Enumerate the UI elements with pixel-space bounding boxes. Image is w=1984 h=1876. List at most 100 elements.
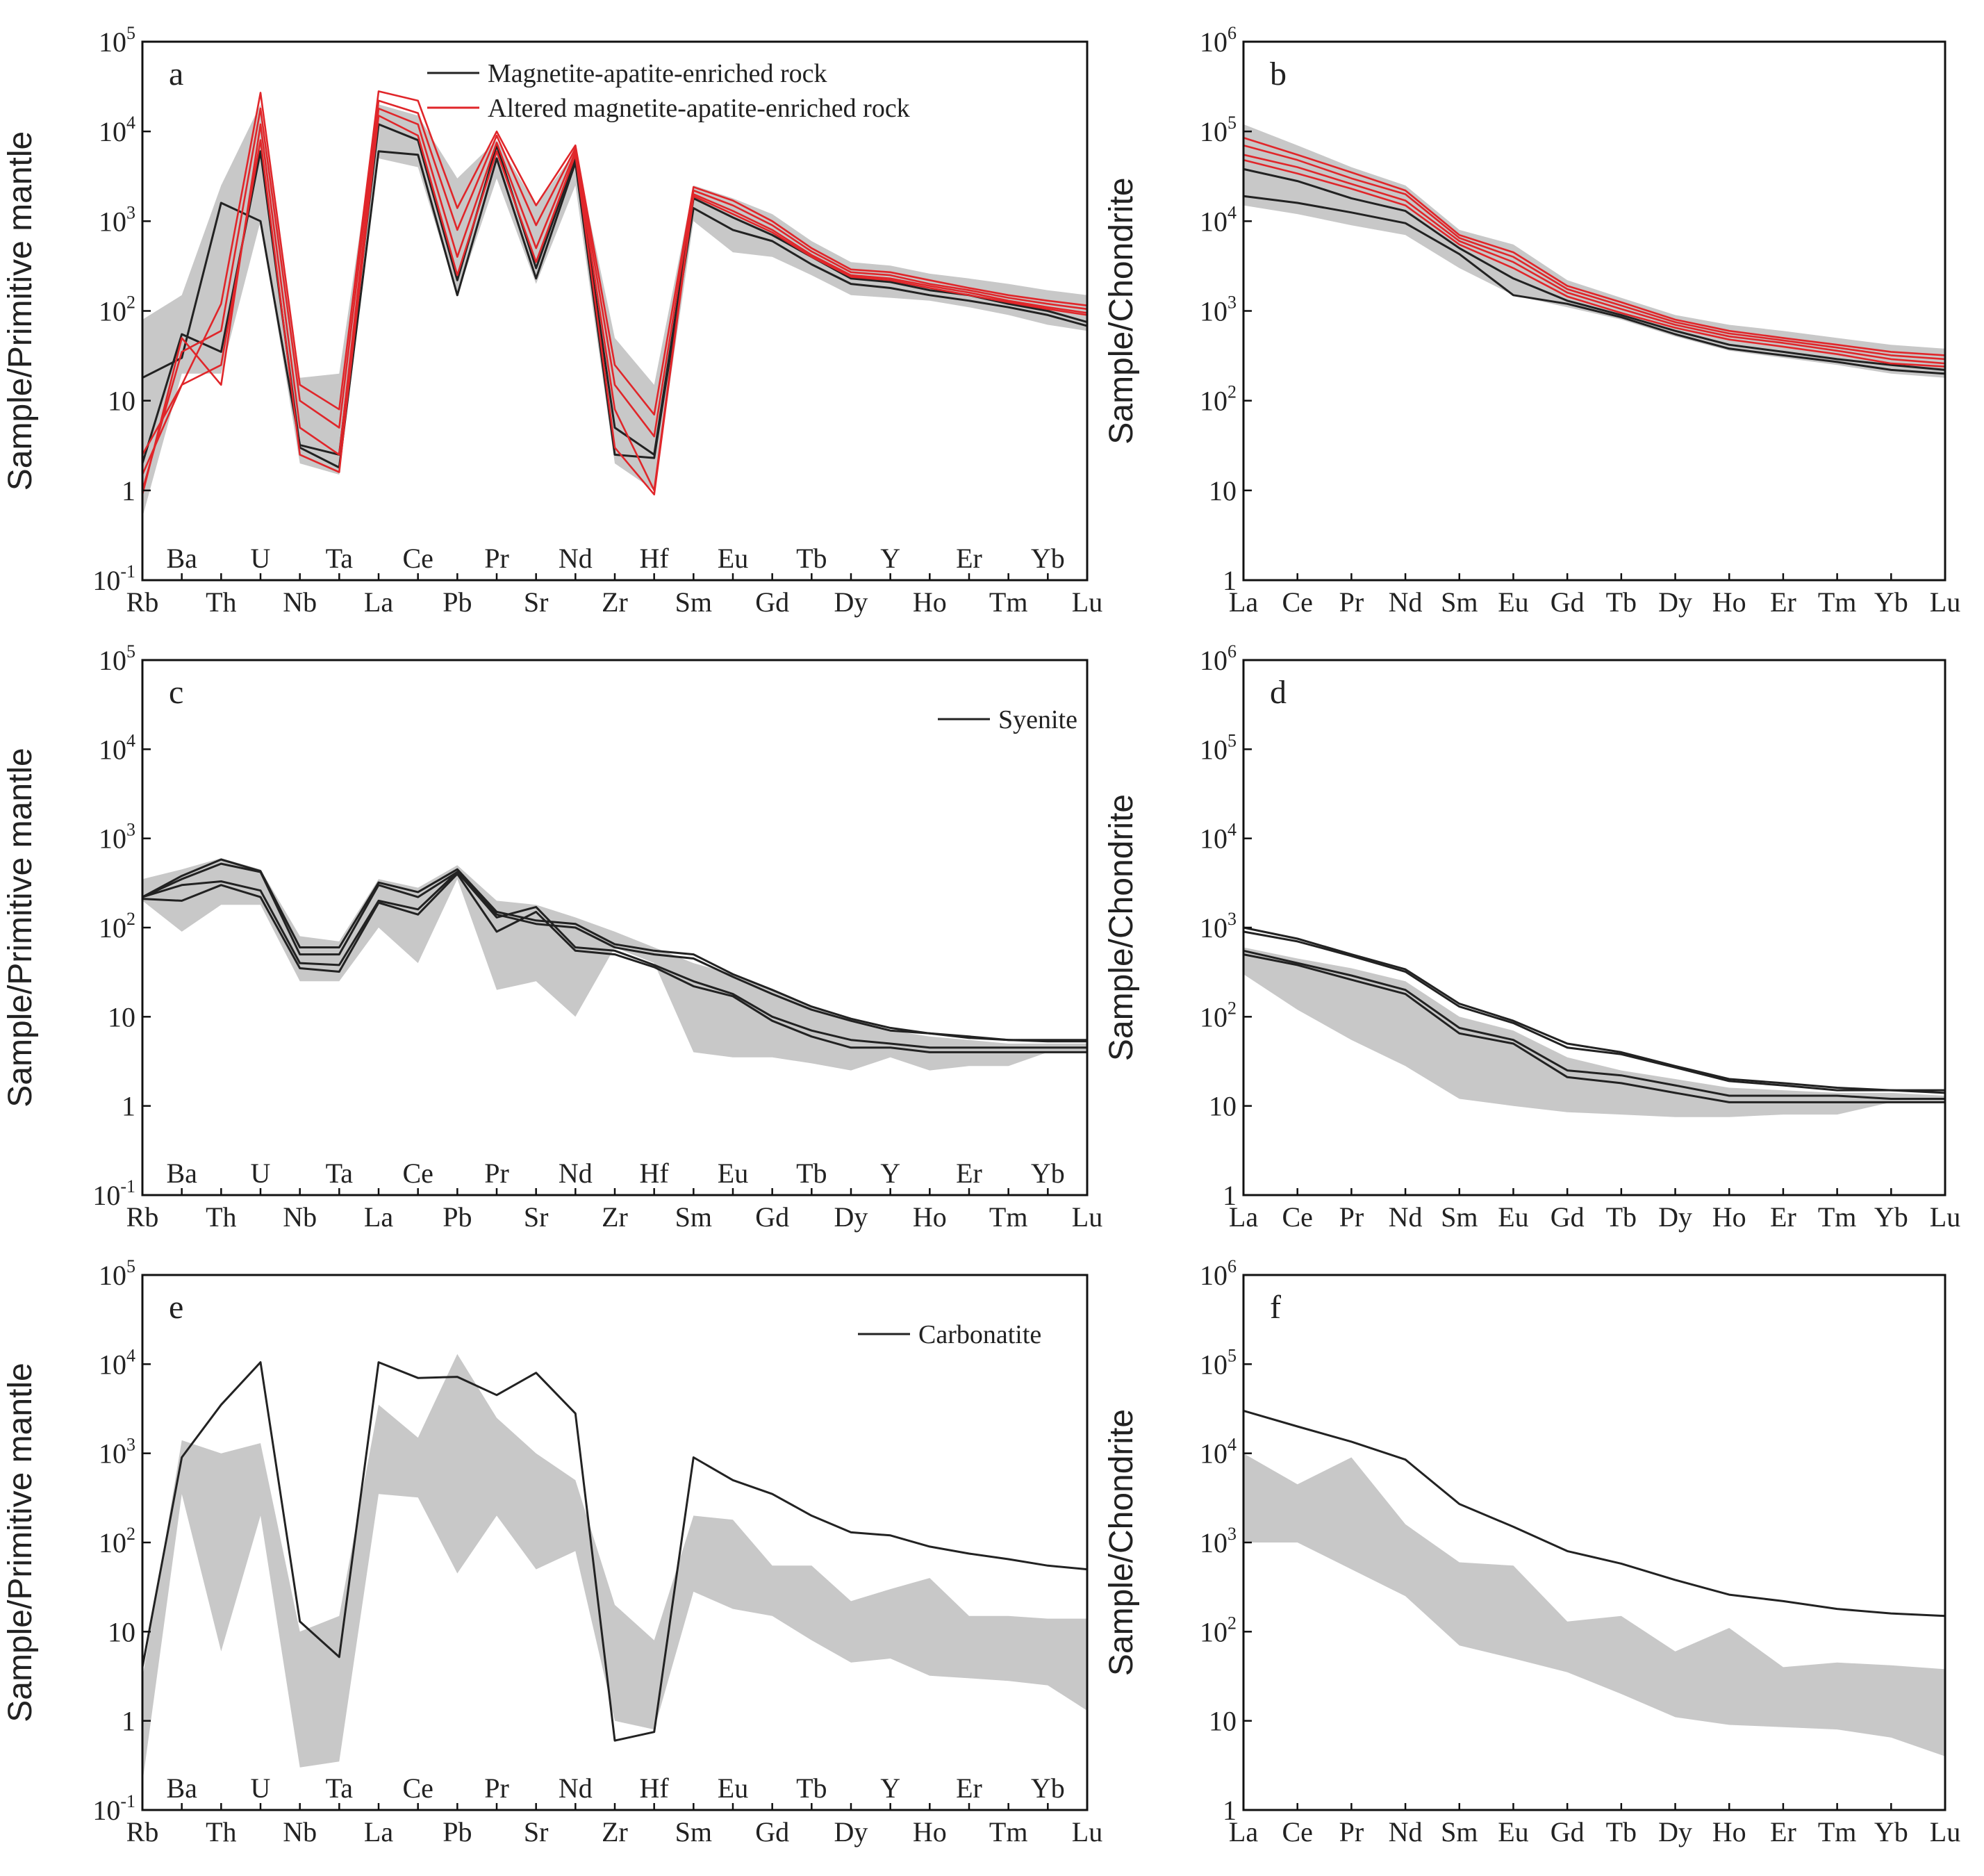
x-tick-label-f-7: Tb xyxy=(1606,1816,1637,1848)
y-tick-label-e-6: 105 xyxy=(99,1256,135,1291)
x-tick-label-b-0: La xyxy=(1229,586,1258,618)
x-tick-label-a-19: Y xyxy=(880,543,900,574)
panel-letter-f: f xyxy=(1270,1289,1281,1326)
x-tick-label-b-1: Ce xyxy=(1282,586,1312,618)
series-line-c-3 xyxy=(142,873,1087,1053)
x-tick-label-a-10: Sr xyxy=(524,586,549,618)
x-tick-label-b-11: Tm xyxy=(1818,586,1857,618)
envelope-field-d xyxy=(1243,947,1945,1117)
y-tick-label-c-2: 10 xyxy=(108,1001,135,1032)
y-tick-label-a-3: 102 xyxy=(99,293,135,327)
x-tick-label-c-20: Ho xyxy=(913,1201,947,1233)
x-tick-label-a-11: Nd xyxy=(559,543,593,574)
x-tick-label-e-9: Pr xyxy=(484,1772,509,1804)
y-tick-label-f-5: 105 xyxy=(1200,1345,1237,1380)
y-tick-label-d-1: 10 xyxy=(1209,1091,1237,1122)
y-tick-label-b-6: 106 xyxy=(1200,23,1237,58)
x-tick-label-a-13: Hf xyxy=(640,543,670,574)
x-tick-label-a-3: U xyxy=(251,543,271,574)
x-tick-label-f-4: Sm xyxy=(1441,1816,1478,1848)
x-tick-label-e-13: Hf xyxy=(640,1772,670,1804)
x-tick-label-a-23: Yb xyxy=(1031,543,1065,574)
y-tick-label-d-2: 102 xyxy=(1200,998,1237,1032)
x-tick-label-a-15: Eu xyxy=(718,543,748,574)
y-tick-label-e-1: 1 xyxy=(122,1706,135,1737)
panel-letter-c: c xyxy=(169,674,183,711)
y-axis-title-b: Sample/Chondrite xyxy=(1103,177,1140,444)
series-line-d-3 xyxy=(1243,953,1945,1103)
x-tick-label-a-14: Sm xyxy=(675,586,712,618)
x-tick-label-e-19: Y xyxy=(880,1772,900,1804)
series-line-b-3 xyxy=(1243,144,1946,361)
y-tick-label-e-3: 102 xyxy=(99,1524,135,1558)
series-line-b-2 xyxy=(1243,137,1946,356)
x-tick-label-c-5: Ta xyxy=(326,1158,354,1189)
series-line-c-2 xyxy=(142,871,1087,1049)
plot-frame-d xyxy=(1242,659,1946,1196)
x-tick-label-c-19: Y xyxy=(880,1158,900,1189)
x-tick-label-d-3: Nd xyxy=(1389,1201,1423,1233)
x-tick-label-e-15: Eu xyxy=(718,1772,748,1804)
x-tick-label-e-8: Pb xyxy=(443,1816,472,1848)
y-tick-label-d-4: 104 xyxy=(1200,820,1237,855)
x-tick-label-d-12: Yb xyxy=(1874,1201,1908,1233)
x-tick-label-c-11: Nd xyxy=(559,1158,593,1189)
series-line-b-1 xyxy=(1243,195,1946,375)
envelope-field-c xyxy=(142,858,1087,1071)
y-tick-label-f-3: 103 xyxy=(1200,1524,1237,1558)
x-tick-label-b-10: Er xyxy=(1770,586,1796,618)
x-tick-label-d-4: Sm xyxy=(1441,1201,1478,1233)
x-tick-label-a-8: Pb xyxy=(443,586,472,618)
x-tick-label-b-6: Gd xyxy=(1551,586,1585,618)
x-tick-label-c-4: Nb xyxy=(283,1201,317,1233)
x-tick-label-b-8: Dy xyxy=(1658,586,1692,618)
x-tick-label-e-3: U xyxy=(251,1772,271,1804)
x-tick-label-d-11: Tm xyxy=(1818,1201,1857,1233)
y-axis-title-c: Sample/Primitive mantle xyxy=(2,748,39,1108)
y-tick-label-c-5: 104 xyxy=(99,730,135,765)
x-tick-label-f-13: Lu xyxy=(1930,1816,1960,1848)
x-tick-label-a-24: Lu xyxy=(1072,586,1102,618)
series-line-a-2 xyxy=(141,90,1088,475)
y-tick-label-a-5: 104 xyxy=(99,113,135,147)
x-tick-label-a-21: Er xyxy=(956,543,982,574)
y-tick-label-e-4: 103 xyxy=(99,1435,135,1470)
x-tick-label-e-22: Tm xyxy=(989,1816,1028,1848)
x-tick-label-e-20: Ho xyxy=(913,1816,947,1848)
panel-letter-a: a xyxy=(169,56,183,92)
envelope-field-e xyxy=(142,1353,1087,1784)
x-tick-label-f-5: Eu xyxy=(1498,1816,1528,1848)
x-tick-label-a-6: La xyxy=(364,586,393,618)
x-tick-label-c-16: Gd xyxy=(755,1201,789,1233)
envelope-field-b xyxy=(1243,124,1945,378)
x-tick-label-d-13: Lu xyxy=(1930,1201,1960,1233)
x-tick-label-c-12: Zr xyxy=(602,1201,628,1233)
x-tick-label-d-1: Ce xyxy=(1282,1201,1312,1233)
x-tick-label-e-7: Ce xyxy=(402,1772,433,1804)
panel-d: 1 10 102 103 104 105 106 La Ce Pr Nd Sm Eu Gd Tb Dy Ho Er… xyxy=(1103,641,1960,1233)
x-tick-label-a-17: Tb xyxy=(796,543,827,574)
y-tick-label-f-4: 104 xyxy=(1200,1435,1237,1470)
x-tick-label-c-24: Lu xyxy=(1072,1201,1102,1233)
x-tick-label-e-11: Nd xyxy=(559,1772,593,1804)
x-tick-label-e-5: Ta xyxy=(326,1772,354,1804)
x-tick-label-f-11: Tm xyxy=(1818,1816,1857,1848)
x-tick-label-a-18: Dy xyxy=(834,586,868,618)
x-tick-label-c-3: U xyxy=(251,1158,271,1189)
y-axis-title-e: Sample/Primitive mantle xyxy=(2,1363,39,1722)
x-tick-label-d-8: Dy xyxy=(1658,1201,1692,1233)
y-tick-label-e-2: 10 xyxy=(108,1616,135,1647)
y-tick-label-a-0: 10-1 xyxy=(92,561,135,596)
x-tick-label-c-2: Th xyxy=(206,1201,236,1233)
x-tick-label-e-21: Er xyxy=(956,1772,982,1804)
x-tick-label-b-13: Lu xyxy=(1930,586,1960,618)
x-tick-label-c-10: Sr xyxy=(524,1201,549,1233)
x-tick-label-e-14: Sm xyxy=(675,1816,712,1848)
y-tick-label-b-2: 102 xyxy=(1200,382,1237,417)
x-tick-label-e-18: Dy xyxy=(834,1816,868,1848)
series-line-d-1 xyxy=(1243,930,1946,1094)
x-tick-label-e-0: Rb xyxy=(126,1816,159,1848)
